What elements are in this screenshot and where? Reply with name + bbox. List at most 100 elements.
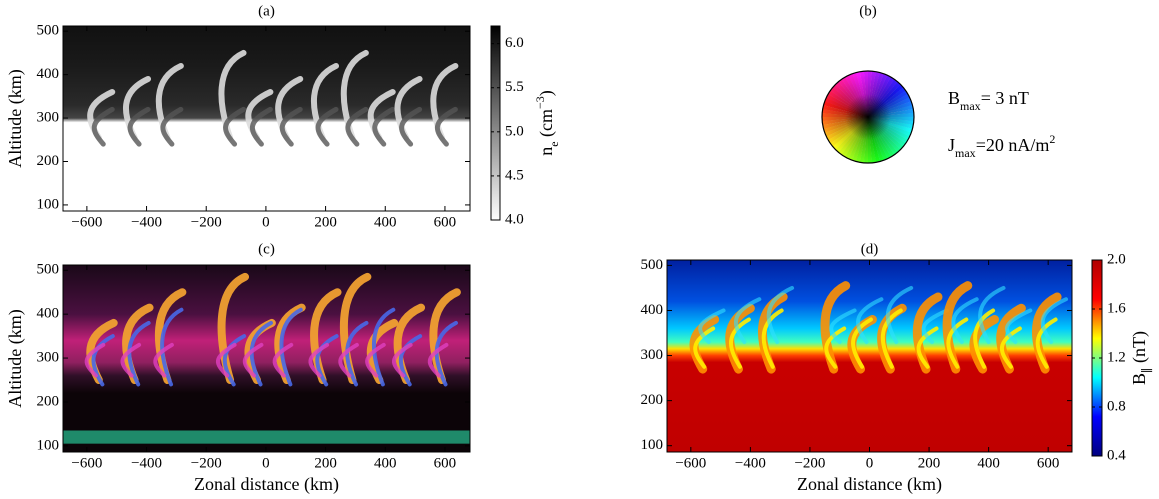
colorbar-tick-label: 5.5 xyxy=(505,79,524,95)
text-part: =20 nA/m xyxy=(976,135,1050,155)
y-tick-label: 500 xyxy=(641,257,664,273)
y-tick-label: 100 xyxy=(37,196,60,212)
x-tick-label: 200 xyxy=(918,455,941,471)
field-structure xyxy=(84,342,106,378)
field-structure xyxy=(392,342,413,378)
field-structure xyxy=(733,297,762,345)
y-axis-label: Altitude (km) xyxy=(5,309,26,407)
colorbar-tick-label: 0.8 xyxy=(1107,398,1126,414)
field-structure xyxy=(372,307,396,387)
x-axis-label: Zonal distance (km) xyxy=(194,474,339,495)
field-structure xyxy=(222,334,247,387)
annotation: Jmax=20 nA/m2 xyxy=(948,132,1055,160)
field-structure xyxy=(345,106,369,147)
field-structure xyxy=(153,342,174,378)
heatmap xyxy=(667,260,1072,452)
y-tick-label: 400 xyxy=(37,306,60,322)
panel-title: (b) xyxy=(859,3,877,19)
y-tick-label: 300 xyxy=(37,349,60,365)
y-tick-label: 200 xyxy=(641,392,664,408)
field-structure xyxy=(160,106,184,147)
colorbar-tick-label: 5.0 xyxy=(505,123,524,139)
field-structure xyxy=(880,308,903,369)
field-structure xyxy=(921,308,949,345)
y-tick-label: 500 xyxy=(37,23,60,39)
x-tick-label: 600 xyxy=(1037,455,1060,471)
x-axis-label: Zonal distance (km) xyxy=(797,474,942,495)
y-tick-label: 300 xyxy=(641,347,664,363)
field-structure xyxy=(851,317,873,369)
field-structure xyxy=(120,342,142,378)
colorbar-label: ne (cm−3) xyxy=(533,90,561,156)
x-tick-label: 600 xyxy=(434,214,457,230)
field-structure xyxy=(766,285,795,345)
field-structure xyxy=(761,308,784,369)
field-structure xyxy=(279,106,303,147)
text-part: B xyxy=(948,88,960,108)
x-tick-label: −600 xyxy=(675,455,706,471)
text-part: B xyxy=(1129,373,1149,385)
text-part: max xyxy=(955,146,976,160)
x-tick-label: 200 xyxy=(314,455,337,471)
x-tick-label: 200 xyxy=(314,214,337,230)
field-structure xyxy=(885,285,914,345)
field-structure xyxy=(215,342,237,378)
annotation: Bmax= 3 nT xyxy=(948,88,1029,113)
x-tick-label: −400 xyxy=(131,214,162,230)
heatmap xyxy=(63,265,470,452)
x-tick-label: −200 xyxy=(794,455,825,471)
x-tick-label: 0 xyxy=(866,455,874,471)
x-tick-label: −400 xyxy=(131,455,162,471)
field-background xyxy=(667,260,1072,452)
field-band xyxy=(63,430,470,444)
y-tick-label: 400 xyxy=(37,66,60,82)
field-structure xyxy=(1040,297,1069,345)
field-structure xyxy=(242,342,264,378)
y-tick-label: 100 xyxy=(37,437,60,453)
field-structure xyxy=(951,297,979,345)
colorbar-tick-label: 2.0 xyxy=(1107,251,1126,267)
field-structure xyxy=(249,106,273,147)
field-structure xyxy=(946,317,969,369)
field-structure xyxy=(824,326,847,369)
field-structure xyxy=(978,285,1006,345)
field-structure xyxy=(372,106,396,147)
text-part: n xyxy=(536,147,556,156)
field-structure xyxy=(728,317,751,369)
text-part: 2 xyxy=(1049,132,1055,146)
text-part: ) xyxy=(536,90,557,96)
y-tick-label: 500 xyxy=(37,262,60,278)
field-structure xyxy=(272,342,294,378)
field-structure xyxy=(1005,308,1033,345)
text-part: max xyxy=(960,99,981,113)
field-structure xyxy=(698,308,726,345)
field-structure xyxy=(398,334,423,387)
text-part: J xyxy=(948,135,955,155)
field-structure xyxy=(279,307,303,387)
field-structure xyxy=(1000,326,1022,369)
x-tick-label: −200 xyxy=(191,455,222,471)
field-background xyxy=(63,26,470,211)
text-part: (cm xyxy=(536,109,557,141)
field-structure xyxy=(308,342,330,378)
colorbar-tick-label: 0.4 xyxy=(1107,447,1126,463)
field-structure xyxy=(91,334,115,387)
y-axis-label: Altitude (km) xyxy=(5,69,26,167)
colorbar-tick-label: 4.5 xyxy=(505,167,524,183)
field-structure xyxy=(427,342,449,378)
panel-title: (a) xyxy=(258,3,275,19)
text-part: −3 xyxy=(533,96,547,109)
x-tick-label: 0 xyxy=(262,214,270,230)
x-tick-label: 0 xyxy=(262,455,270,471)
field-structure xyxy=(160,307,184,387)
heatmap xyxy=(63,26,470,211)
text-part: ∥ xyxy=(1140,367,1154,373)
field-structure xyxy=(315,334,339,387)
x-tick-label: −600 xyxy=(71,214,102,230)
field-structure xyxy=(693,326,716,369)
colorbar-tick-label: 1.6 xyxy=(1107,300,1126,316)
field-structure xyxy=(365,342,386,378)
colorbar-tick-label: 6.0 xyxy=(505,35,524,51)
panel-title: (c) xyxy=(258,241,275,257)
wheel-border xyxy=(821,70,915,164)
